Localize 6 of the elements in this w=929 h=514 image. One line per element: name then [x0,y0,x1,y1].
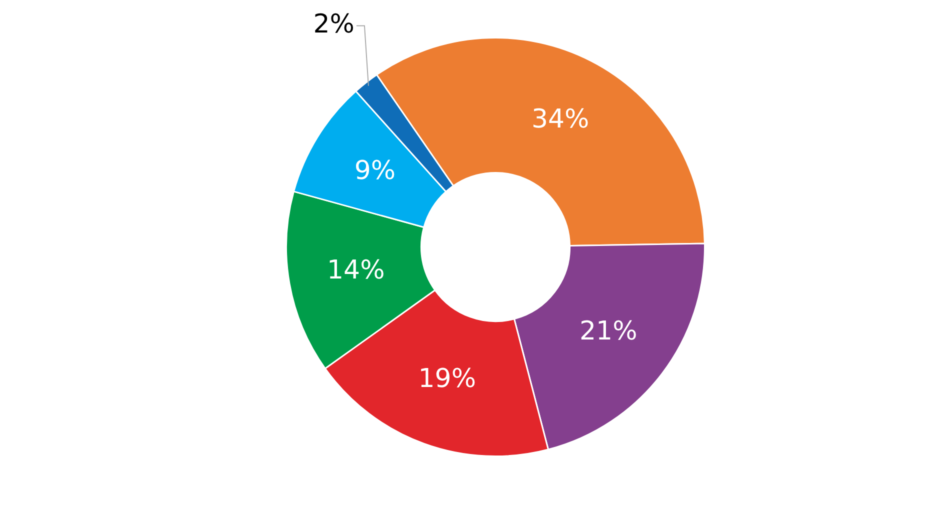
data-label: 34% [531,104,590,135]
data-label: 2% [313,10,354,40]
data-label: 9% [354,156,396,186]
data-label: 19% [418,364,476,394]
data-label: 14% [327,256,385,286]
data-label: 21% [579,316,638,346]
